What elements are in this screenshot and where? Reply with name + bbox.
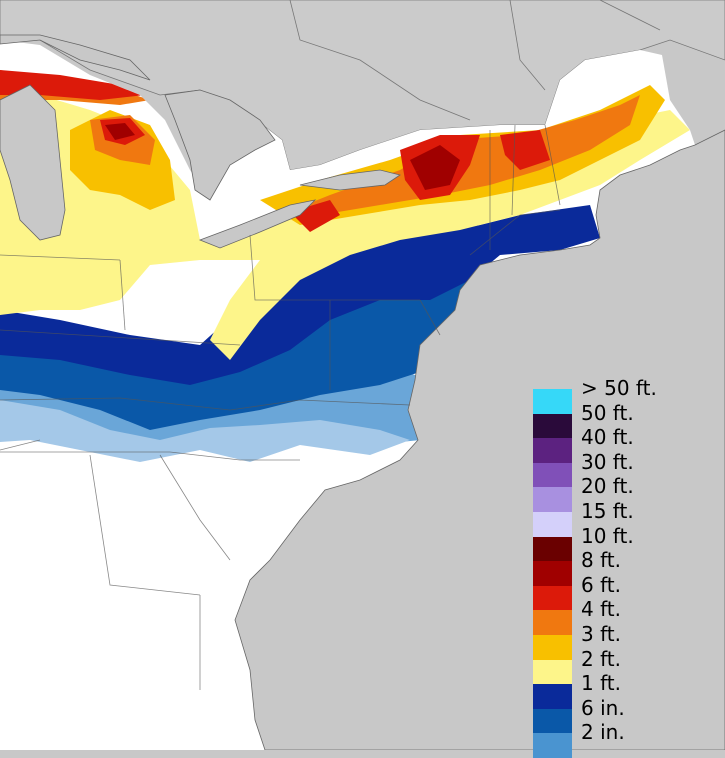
legend-label: 30 ft. [581, 449, 634, 474]
snow-band-3ft [70, 85, 665, 225]
legend-swatch [533, 389, 572, 414]
canada-border [289, 0, 661, 121]
legend-swatch [533, 462, 572, 488]
legend-swatch [533, 610, 572, 635]
snow-band-2in-light [0, 400, 410, 462]
legend-label: 2 in. [581, 720, 625, 745]
snow-band-8ft [105, 123, 460, 190]
lake-superior [0, 34, 151, 81]
lake-huron [164, 89, 276, 201]
legend-row: 20 ft. [533, 474, 713, 512]
legend-swatch [533, 708, 572, 734]
snowfall-legend: > 50 ft. 50 ft. 40 ft. 30 ft. 20 ft. 15 ft. 10… [533, 376, 713, 758]
legend-row: 2 in. [533, 720, 713, 758]
legend-label: 40 ft. [581, 425, 634, 450]
legend-label: 4 ft. [581, 597, 621, 622]
state-borders [0, 124, 561, 690]
legend-label: 20 ft. [581, 474, 634, 499]
legend-swatch [533, 634, 572, 660]
legend-row: 1 ft. [533, 671, 713, 709]
legend-swatch [533, 413, 572, 439]
legend-label: 15 ft. [581, 498, 634, 523]
atlantic-ocean [234, 129, 725, 750]
legend-label: 6 ft. [581, 572, 621, 597]
legend-swatch [533, 585, 572, 611]
lake-ontario [299, 169, 401, 191]
legend-label: 50 ft. [581, 400, 634, 425]
legend-swatch [533, 659, 572, 685]
legend-swatch [533, 536, 572, 562]
legend-row: 40 ft. [533, 425, 713, 463]
legend-row: 6 ft. [533, 573, 713, 611]
legend-row: 15 ft. [533, 499, 713, 537]
lake-erie [198, 199, 317, 249]
snow-band-4ft [0, 70, 640, 215]
lake-michigan [0, 84, 66, 241]
legend-row: > 50 ft. [533, 376, 713, 414]
legend-label: 8 ft. [581, 548, 621, 573]
legend-label: 1 ft. [581, 671, 621, 696]
legend-row: 4 ft. [533, 597, 713, 635]
legend-row: 30 ft. [533, 450, 713, 488]
legend-row: 2 ft. [533, 647, 713, 685]
snow-band-1ft [0, 205, 600, 385]
legend-row: 3 ft. [533, 622, 713, 660]
legend-label: 6 in. [581, 695, 625, 720]
legend-swatch [533, 684, 572, 709]
legend-swatch [533, 438, 572, 463]
legend-label: 10 ft. [581, 523, 634, 548]
legend-label: 2 ft. [581, 646, 621, 671]
legend-swatch [533, 511, 572, 537]
legend-row: 10 ft. [533, 524, 713, 562]
legend-row: 50 ft. [533, 401, 713, 439]
legend-swatch [533, 487, 572, 512]
legend-label: > 50 ft. [581, 376, 657, 400]
legend-swatch [533, 733, 572, 758]
legend-swatch [533, 561, 572, 586]
legend-row: 6 in. [533, 696, 713, 734]
legend-label: 3 ft. [581, 621, 621, 646]
legend-row: 8 ft. [533, 548, 713, 586]
